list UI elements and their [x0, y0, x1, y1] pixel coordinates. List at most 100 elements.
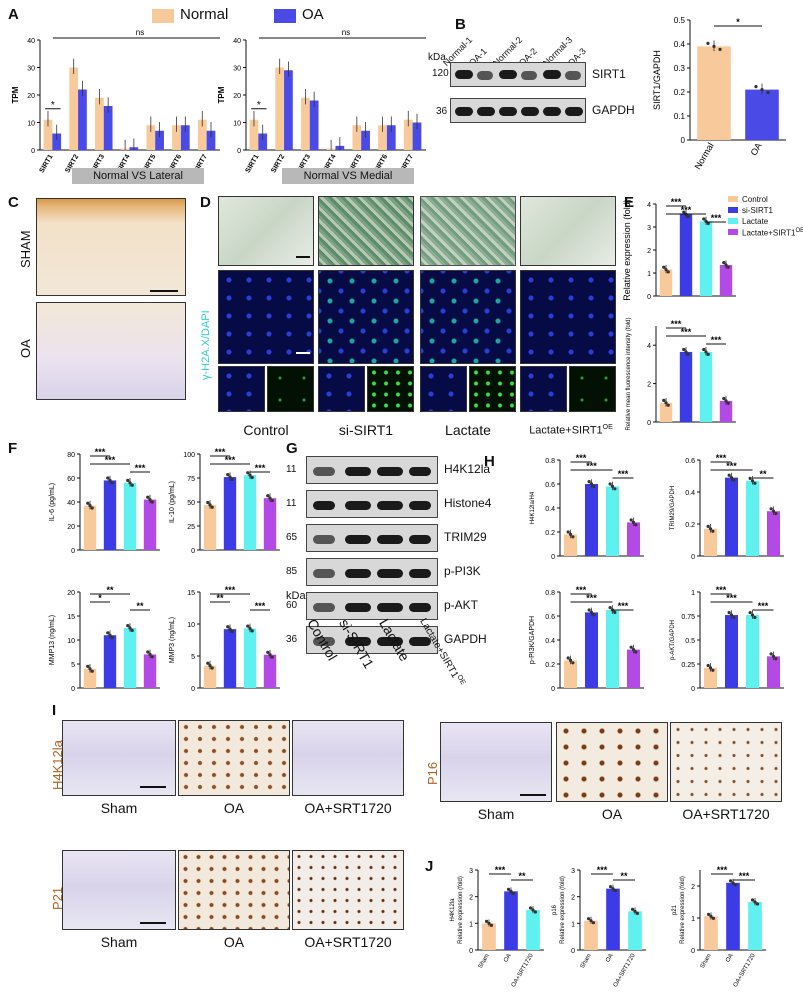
ytick-label-F-IL6-2: 40 — [67, 500, 75, 507]
point-F-IL10-1-2 — [230, 477, 234, 482]
ytick-label-A-right-1: 10 — [233, 121, 241, 128]
point-F-MMP13-2-0 — [126, 624, 130, 628]
sig-label-H-H4K12la-2: *** — [618, 469, 629, 479]
point-E-bottom-2-0 — [702, 347, 706, 352]
point-F-MMP3-0-1 — [208, 664, 212, 668]
sig-label-H-pPI3K-2: *** — [618, 601, 629, 611]
ylabel-F-IL6: IL-6 (pg/mL) — [49, 483, 56, 521]
ylabel-J-H4K12la: H4K12la — [450, 898, 456, 922]
bar-F-IL6-2 — [123, 482, 137, 550]
panel-a-left-header: Normal VS Lateral — [72, 168, 204, 184]
panel-i-scale-1 — [140, 786, 166, 788]
bar-A-left-SIRT1-1 — [52, 133, 62, 150]
bar-E-bottom-3 — [719, 400, 733, 422]
point-F-IL10-3-0 — [266, 494, 270, 498]
panel-d-sa-si-sirt1 — [318, 196, 414, 266]
point-E-top-0-2 — [666, 270, 670, 274]
bar-B-0 — [697, 46, 731, 140]
blot-g-label-5: GAPDH — [444, 632, 487, 646]
point-J-H4K12la-2-1 — [531, 908, 535, 912]
point-H-TRIM29-2-1 — [750, 479, 755, 483]
ytick-label-H-H4K12la-0: 0 — [551, 554, 555, 561]
sig-label-E-top-1: *** — [681, 205, 692, 215]
sig-label-H-H4K12la-1: *** — [586, 461, 597, 471]
bar-F-MMP13-0 — [83, 668, 97, 688]
point-H-pPI3K-3-1 — [631, 648, 636, 652]
point-F-IL6-2-2 — [130, 483, 134, 487]
bar-H-pPI3K-2 — [605, 610, 620, 688]
bar-F-IL6-0 — [83, 505, 97, 550]
panel-label-d: D — [200, 194, 211, 211]
xtick-label-B-1: OA — [749, 141, 764, 157]
point-F-IL6-3-2 — [150, 500, 154, 504]
panel-i-p21-oa — [178, 850, 290, 930]
ytick-label-B-5: 0.5 — [674, 16, 686, 25]
ytick-label-B-3: 0.3 — [674, 64, 686, 73]
panel-d-col-lactate-sirt1: Lactate+SIRT1OE — [516, 424, 626, 437]
panel-d-sa-lactate — [420, 196, 516, 266]
point-F-MMP13-0-1 — [88, 667, 92, 671]
panel-d-sa-control — [218, 196, 314, 266]
point-E-top-1-2 — [686, 215, 690, 219]
point-F-IL10-0-1 — [208, 503, 212, 507]
point-H-TRIM29-1-2 — [732, 478, 736, 482]
point-B-1-2 — [766, 91, 770, 95]
blot-b-kda-gapdh: 36 — [436, 106, 448, 117]
panel-label-c: C — [8, 194, 19, 211]
ylabel-H-pPI3K: p-PI3K/GAPDH — [529, 616, 536, 664]
point-F-MMP3-0-0 — [206, 661, 210, 665]
ytick-label-F-IL10-1: 25 — [187, 524, 195, 531]
ytick-label-B-1: 0.1 — [674, 112, 686, 121]
bar-A-right-SIRT5-1 — [361, 130, 370, 150]
point-E-top-3-0 — [722, 261, 726, 265]
blot-g-0 — [306, 456, 438, 484]
bar-F-MMP13-1 — [103, 635, 117, 688]
point-H-TRIM29-3-2 — [774, 511, 778, 516]
point-F-IL10-3-2 — [270, 498, 274, 503]
panel-c-label-oa: OA — [18, 339, 33, 358]
point-F-MMP13-2-1 — [128, 626, 132, 630]
bar-F-IL10-0 — [203, 504, 217, 550]
point-F-IL6-1-2 — [110, 481, 114, 485]
point-H-H4K12la-1-1 — [589, 482, 594, 486]
point-J-p16-0-1 — [589, 919, 593, 923]
ytick-label-F-MMP3-2: 10 — [187, 622, 195, 629]
xtick-label-J-H4K12la-0: Sham — [478, 953, 491, 970]
panel-label-i: I — [52, 702, 57, 719]
bar-A-right-SIRT6-0 — [378, 125, 387, 150]
sig-label-F-IL6-0: *** — [95, 447, 106, 457]
sig-label-H-pAKT-2: *** — [758, 601, 769, 611]
sig-label-A-left: * — [51, 100, 55, 111]
bar-H-pPI3K-1 — [584, 612, 599, 688]
point-H-pAKT-3-1 — [771, 654, 776, 658]
blot-g-label-2: TRIM29 — [444, 530, 487, 544]
point-J-H4K12la-0-0 — [484, 919, 489, 923]
ytick-label-E-bottom-2: 4 — [647, 343, 651, 350]
point-F-IL6-2-0 — [126, 478, 130, 482]
point-H-TRIM29-0-2 — [711, 529, 715, 533]
point-H-TRIM29-2-0 — [748, 476, 752, 480]
blot-g-label-1: Histone4 — [444, 496, 492, 510]
panel-d-green-lactate-sirt1 — [569, 366, 616, 412]
sig-label-E-bottom-0: *** — [671, 319, 682, 329]
panel-i-h4k12la-oa-srt1720 — [292, 720, 404, 796]
point-H-pAKT-2-0 — [748, 611, 752, 615]
panel-d-col-lactate: Lactate — [445, 422, 491, 438]
ytick-label-A-right-2: 20 — [233, 93, 241, 100]
point-F-MMP13-1-1 — [108, 633, 112, 637]
ylabel-E-bottom: Relative mean fluorescence intensity (fo… — [626, 317, 632, 430]
panel-i-cap-3-oa: OA — [223, 934, 245, 950]
panel-i-cap-1-oa: OA — [223, 800, 245, 816]
ytick-label-F-IL10-3: 75 — [187, 476, 195, 483]
panel-i-p16-oa-srt1720 — [670, 722, 782, 802]
point-F-IL6-0-1 — [88, 504, 92, 508]
panel-i-p21-sham — [62, 850, 176, 930]
ytick-label-A-left-3: 30 — [27, 66, 35, 73]
point-F-MMP13-0-2 — [90, 669, 94, 673]
blot-g-4 — [306, 592, 438, 620]
point-H-pAKT-0-0 — [706, 663, 710, 668]
bar-F-MMP13-2 — [123, 628, 137, 688]
bar-H-TRIM29-0 — [703, 528, 718, 556]
xtick-label-J-p21-0: Sham — [700, 953, 713, 970]
point-F-MMP13-1-2 — [110, 636, 114, 640]
